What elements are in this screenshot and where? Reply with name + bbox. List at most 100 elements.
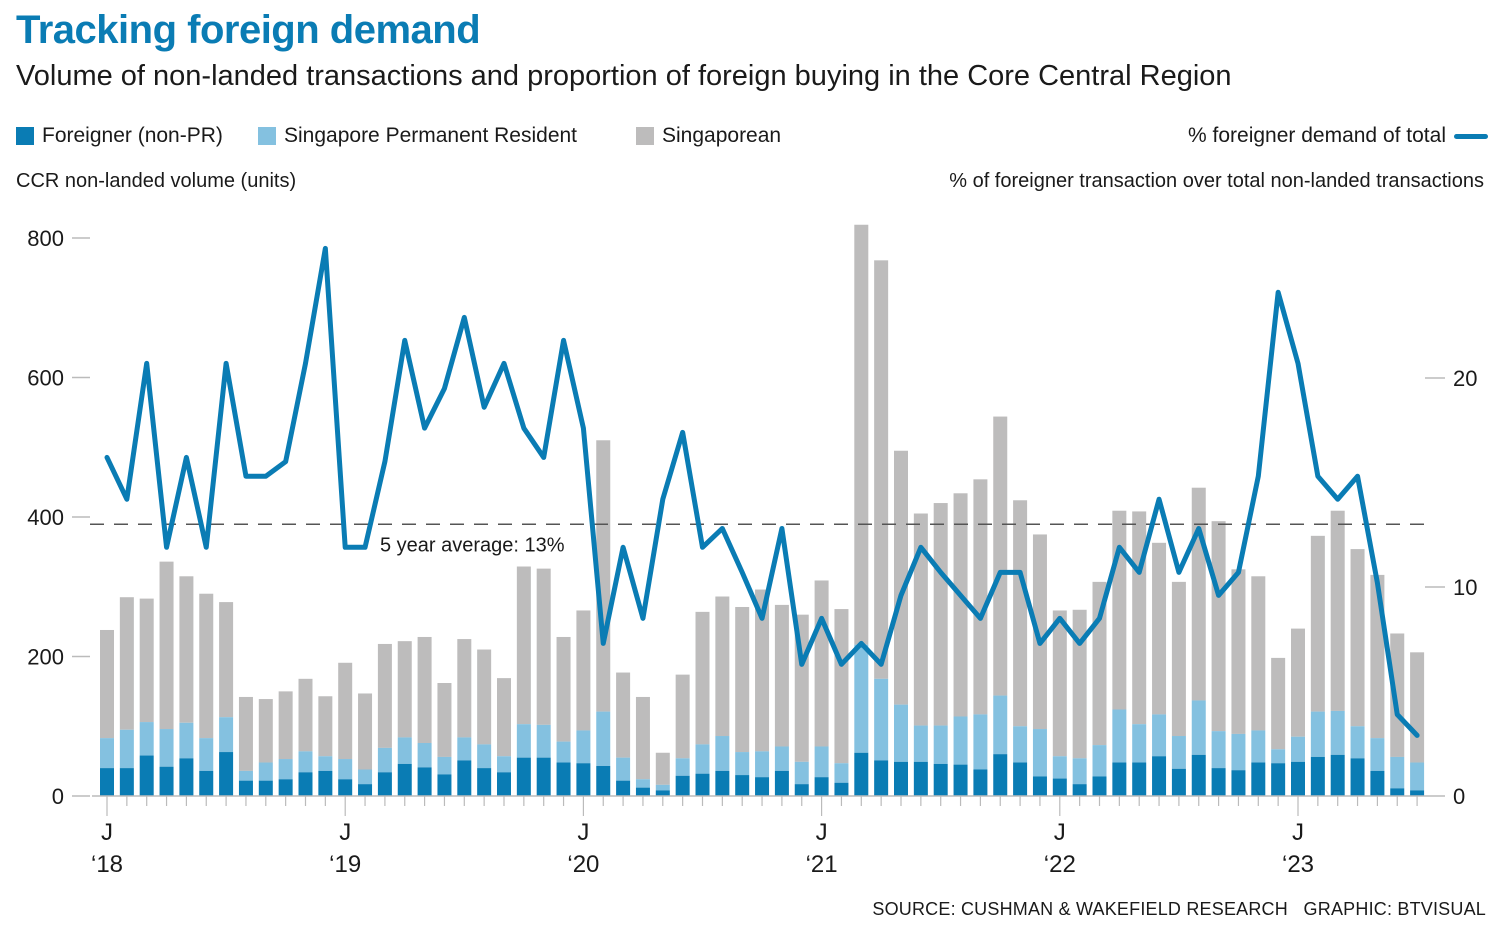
right-axis-label: % of foreigner transaction over total no… <box>949 170 1484 192</box>
bar-foreigner <box>1271 763 1286 796</box>
bar-foreigner <box>1211 768 1226 796</box>
bar-pr <box>477 744 492 769</box>
bar-pr <box>159 729 174 767</box>
bar-pr <box>1310 711 1325 757</box>
bar-pr <box>596 711 611 767</box>
y-tick-label: 200 <box>27 645 64 670</box>
bar-pr <box>397 737 412 764</box>
bar-pr <box>1092 745 1107 777</box>
bar-pr <box>735 752 750 776</box>
bar-foreigner <box>913 761 928 796</box>
bar-singaporean <box>616 672 631 758</box>
bar-foreigner <box>854 752 869 796</box>
bar-singaporean <box>1013 500 1028 727</box>
bar-singaporean <box>874 260 889 679</box>
bar-pr <box>1072 758 1087 785</box>
x-tick-label-year: ‘23 <box>1282 851 1314 878</box>
legend-swatch-pr <box>258 127 276 145</box>
legend-item-singaporean: Singaporean <box>636 124 781 148</box>
bar-pr <box>556 741 571 763</box>
bar-pr <box>437 756 452 775</box>
legend-item-line: % foreigner demand of total <box>1188 124 1488 148</box>
bar-pr <box>993 695 1008 755</box>
bar-singaporean <box>1330 510 1345 711</box>
bar-pr <box>1171 736 1186 769</box>
chart-subtitle: Volume of non-landed transactions and pr… <box>16 60 1232 92</box>
legend-line-swatch <box>1454 133 1488 139</box>
bar-foreigner <box>576 763 591 796</box>
bar-singaporean <box>1271 657 1286 750</box>
bar-singaporean <box>238 696 253 771</box>
bar-foreigner <box>755 777 770 796</box>
bar-singaporean <box>655 752 670 785</box>
bar-pr <box>1271 749 1286 764</box>
legend-label-foreigner: Foreigner (non-PR) <box>42 124 223 147</box>
bar-foreigner <box>338 779 353 796</box>
x-tick-label-month: J <box>577 819 589 846</box>
bar-pr <box>298 751 313 773</box>
bar-foreigner <box>1310 756 1325 796</box>
bar-foreigner <box>695 773 710 796</box>
bar-foreigner <box>894 761 908 796</box>
bar-singaporean <box>596 440 611 712</box>
bar-singaporean <box>338 662 353 760</box>
bar-foreigner <box>100 768 114 796</box>
bar-singaporean <box>1410 652 1425 763</box>
bar-singaporean <box>516 566 531 725</box>
bar-foreigner <box>1370 770 1385 796</box>
legend-item-pr: Singapore Permanent Resident <box>258 124 577 148</box>
bar-foreigner <box>139 755 154 796</box>
bar-pr <box>913 725 928 762</box>
bar-foreigner <box>358 784 373 796</box>
y-tick-label: 600 <box>27 366 64 391</box>
bar-foreigner <box>1410 790 1425 796</box>
bar-singaporean <box>1072 609 1087 759</box>
bar-pr <box>318 756 333 771</box>
bar-foreigner <box>1112 762 1127 796</box>
bar-foreigner <box>258 780 273 796</box>
bar-singaporean <box>1350 549 1365 727</box>
y-tick-label: 0 <box>52 784 64 809</box>
bar-singaporean <box>318 696 333 757</box>
bar-singaporean <box>258 699 273 763</box>
bar-pr <box>695 744 710 774</box>
bar-pr <box>1132 724 1147 763</box>
bar-singaporean <box>715 596 730 737</box>
bar-foreigner <box>1330 754 1345 796</box>
bar-pr <box>655 784 670 791</box>
x-tick-label-year: ‘22 <box>1044 851 1076 878</box>
bar-singaporean <box>159 561 174 730</box>
bar-pr <box>100 738 114 769</box>
bar-foreigner <box>1152 756 1167 796</box>
bar-foreigner <box>278 779 293 796</box>
x-tick-label-year: ‘19 <box>329 851 361 878</box>
legend-label-singaporean: Singaporean <box>662 124 782 147</box>
bar-pr <box>1251 730 1266 763</box>
bar-singaporean <box>497 678 511 757</box>
bar-singaporean <box>1231 569 1246 734</box>
y-tick-label: 800 <box>27 226 64 251</box>
bar-foreigner <box>973 769 988 796</box>
bar-singaporean <box>1191 487 1206 701</box>
bar-pr <box>338 759 353 780</box>
bar-singaporean <box>973 479 988 715</box>
legend: Foreigner (non-PR) Singapore Permanent R… <box>16 124 1488 154</box>
bar-pr <box>774 746 789 771</box>
bar-pr <box>1410 762 1425 791</box>
y2-tick-label: 0 <box>1453 784 1465 809</box>
bar-singaporean <box>397 641 412 738</box>
bar-pr <box>675 758 690 776</box>
chart-title: Tracking foreign demand <box>16 8 481 52</box>
bar-singaporean <box>417 636 432 743</box>
x-tick-label-month: J <box>816 819 828 846</box>
bar-singaporean <box>894 450 908 705</box>
bar-pr <box>1350 726 1365 759</box>
bar-pr <box>219 717 234 753</box>
bar-pr <box>457 737 472 761</box>
bar-foreigner <box>596 766 611 796</box>
x-tick-label-month: J <box>1292 819 1304 846</box>
bar-foreigner <box>1013 762 1028 796</box>
x-tick-label-year: ‘21 <box>806 851 838 878</box>
bar-foreigner <box>318 770 333 796</box>
bar-pr <box>1211 731 1226 769</box>
